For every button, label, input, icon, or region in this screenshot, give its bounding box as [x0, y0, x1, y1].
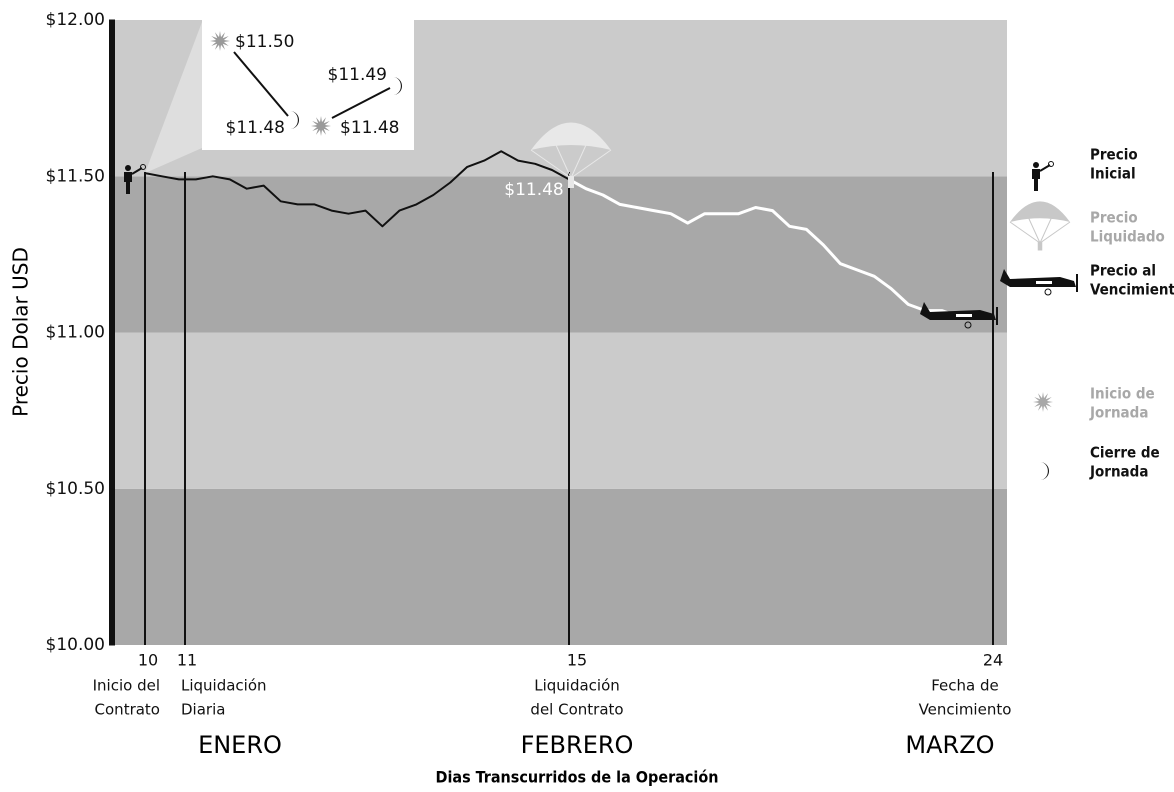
- parachute-icon: [1010, 218, 1070, 243]
- person-icon: [1032, 169, 1040, 191]
- chart: Precio Dolar USD Dias Transcurridos de l…: [0, 0, 1174, 792]
- marker-label: Liquidación: [181, 677, 267, 695]
- legend-label: Precio al: [1090, 262, 1156, 280]
- legend-label: Liquidado: [1090, 228, 1165, 246]
- legend-label: Jornada: [1089, 463, 1148, 481]
- legend-label: Precio: [1090, 209, 1138, 227]
- sun-icon: [1033, 392, 1053, 412]
- legend-label: Inicial: [1090, 165, 1136, 183]
- plane-icon: [1045, 289, 1051, 295]
- legend-label: Vencimiento: [1090, 281, 1174, 299]
- parachute-label: $11.48: [504, 180, 563, 200]
- background-band: [115, 489, 1007, 645]
- marker-label: del Contrato: [530, 701, 623, 719]
- parachute-icon: [1038, 242, 1043, 251]
- inset-label: $11.50: [235, 32, 294, 52]
- y-tick-label: $10.50: [46, 479, 105, 499]
- person-icon: [1040, 165, 1050, 171]
- month-label: MARZO: [905, 731, 994, 759]
- marker-label: Vencimiento: [919, 701, 1012, 719]
- marker-day: 10: [138, 651, 158, 670]
- person-icon: [1049, 162, 1054, 167]
- background-band: [115, 333, 1007, 489]
- moon-icon: [1040, 462, 1049, 480]
- marker-label: Liquidación: [534, 677, 620, 695]
- y-tick-label: $12.00: [46, 10, 105, 30]
- plane-icon: [1000, 269, 1076, 287]
- marker-day: 15: [567, 651, 587, 670]
- marker-label: Diaria: [181, 701, 225, 719]
- month-label: ENERO: [198, 731, 282, 759]
- marker-label: Fecha de: [931, 677, 999, 695]
- person-icon: [125, 165, 131, 171]
- inset-label: $11.48: [340, 118, 399, 138]
- marker-label: Inicio del: [93, 677, 160, 695]
- y-axis-label: Precio Dolar USD: [9, 247, 33, 417]
- legend-label: Precio: [1090, 146, 1138, 164]
- inset-label: $11.49: [328, 65, 387, 85]
- y-tick-label: $11.00: [46, 323, 105, 343]
- x-axis-label: Dias Transcurridos de la Operación: [436, 768, 719, 787]
- plane-icon: [1036, 281, 1052, 284]
- legend-label: Cierre de: [1090, 444, 1160, 462]
- legend-label: Jornada: [1089, 404, 1148, 422]
- parachute-icon: [568, 176, 574, 188]
- legend-label: Inicio de: [1090, 385, 1155, 403]
- month-label: FEBRERO: [521, 731, 634, 759]
- marker-label: Contrato: [95, 701, 160, 719]
- y-tick-label: $11.50: [46, 166, 105, 186]
- parachute-icon: [1010, 201, 1070, 222]
- y-tick-label: $10.00: [46, 635, 105, 655]
- marker-day: 24: [983, 651, 1003, 670]
- inset-label: $11.48: [226, 118, 285, 138]
- marker-day: 11: [177, 651, 197, 670]
- person-icon: [1033, 162, 1039, 168]
- plane-icon: [956, 314, 972, 317]
